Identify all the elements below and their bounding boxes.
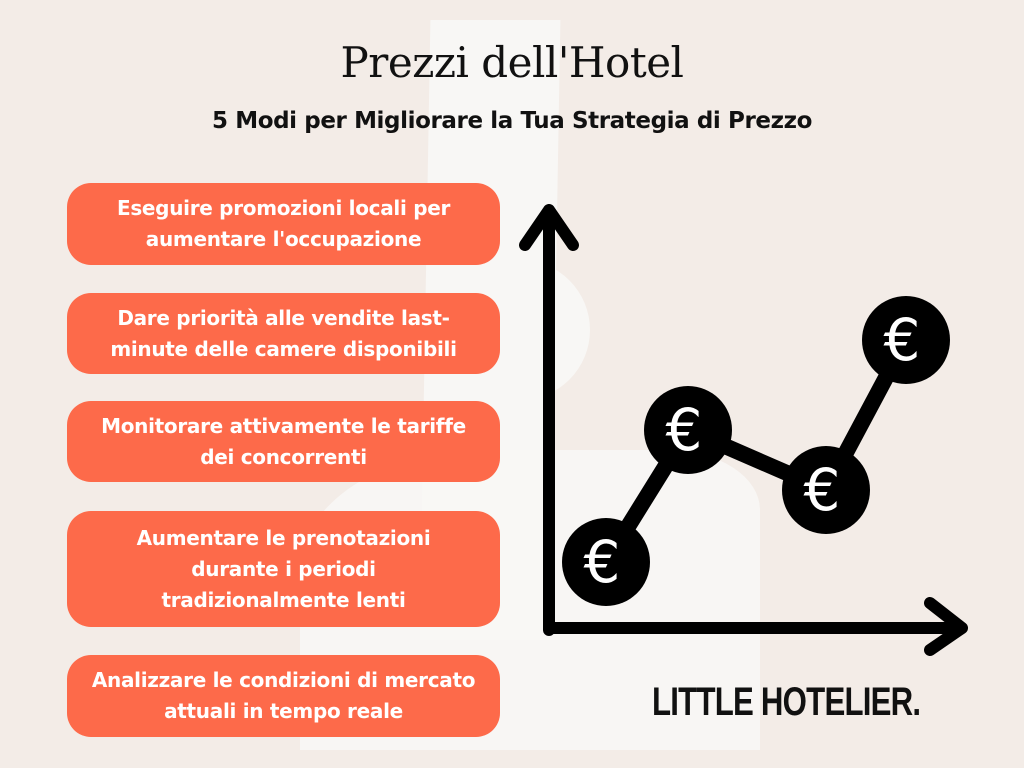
x-axis-arrow xyxy=(543,597,968,656)
euro-coin-icon xyxy=(562,518,650,606)
euro-symbol: € xyxy=(666,396,703,464)
page-subtitle: 5 Modi per Migliorare la Tua Strategia d… xyxy=(212,108,812,134)
tip-2: Dare priorità alle vendite last-minute d… xyxy=(67,293,500,374)
euro-coin-icon xyxy=(862,296,950,384)
tip-3: Monitorare attivamente le tariffe dei co… xyxy=(67,401,500,482)
page-title: Prezzi dell'Hotel xyxy=(340,38,684,87)
euro-symbol: € xyxy=(804,456,841,524)
trend-line xyxy=(599,336,914,567)
tip-5: Analizzare le condizioni di mercato attu… xyxy=(67,655,500,737)
y-axis-arrow xyxy=(519,204,579,636)
euro-symbol: € xyxy=(584,528,621,596)
tip-4: Aumentare le prenotazioni durante i peri… xyxy=(67,511,500,627)
brand-logo: LITTLE HOTELIER. xyxy=(652,680,921,724)
euro-symbol: € xyxy=(884,306,921,374)
tip-1: Eseguire promozioni locali per aumentare… xyxy=(67,183,500,265)
euro-coin-icon xyxy=(644,386,732,474)
euro-coin-icon xyxy=(782,446,870,534)
